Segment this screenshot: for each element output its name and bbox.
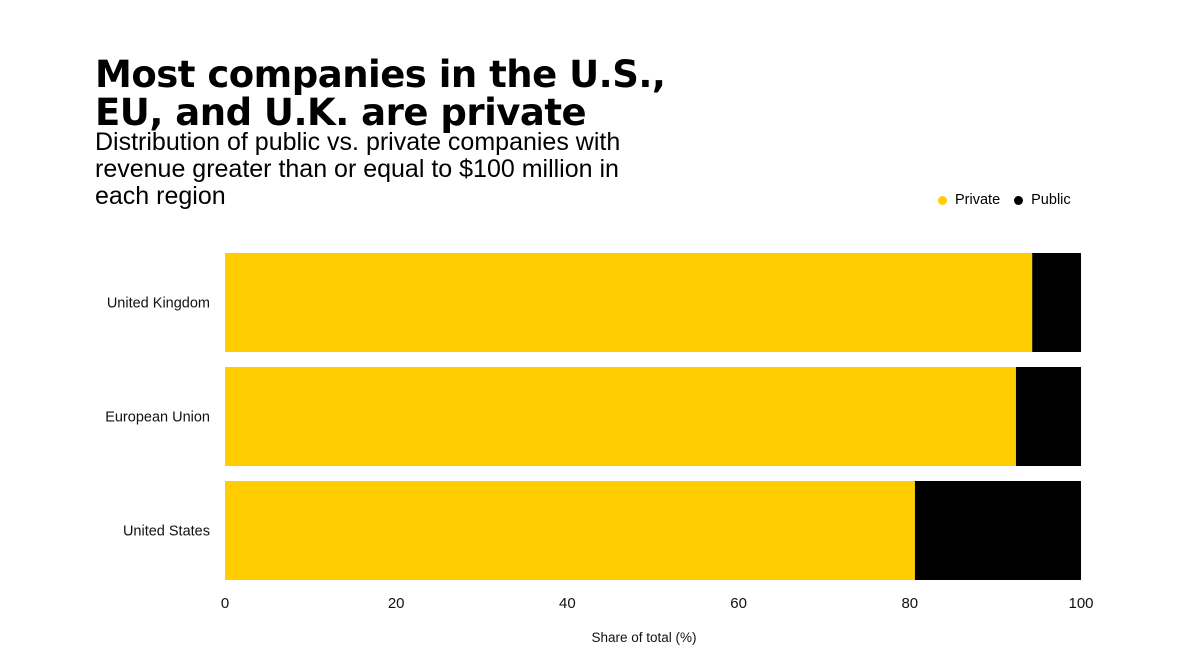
bar-public-european-union <box>1015 367 1081 466</box>
legend-swatch-private <box>938 195 947 205</box>
legend-label-private: Private <box>955 192 1001 208</box>
bar-public-united-states <box>914 481 1081 580</box>
legend-item-private: Private <box>938 192 1000 208</box>
legend-item-public: Public <box>1014 192 1071 208</box>
x-tick-label-100: 100 <box>1068 595 1093 612</box>
legend-label-public: Public <box>1031 192 1071 208</box>
x-tick-label-0: 0 <box>221 595 229 612</box>
legend-swatch-public <box>1014 195 1024 205</box>
category-label-united-kingdom: United Kingdom <box>107 296 210 312</box>
x-tick-label-40: 40 <box>559 595 576 612</box>
bar-private-united-kingdom <box>225 253 1033 352</box>
x-tick-label-20: 20 <box>388 595 405 612</box>
category-label-united-states: United States <box>123 524 210 540</box>
x-tick-label-60: 60 <box>730 595 747 612</box>
bar-public-united-kingdom <box>1032 253 1081 352</box>
chart-subtitle: Distribution of public vs. private compa… <box>95 128 621 210</box>
category-label-european-union: European Union <box>105 410 210 426</box>
bar-private-european-union <box>225 367 1016 466</box>
x-axis-label: Share of total (%) <box>591 630 696 645</box>
chart-title: Most companies in the U.S., EU, and U.K.… <box>95 53 666 134</box>
x-tick-label-80: 80 <box>901 595 918 612</box>
legend: Private Public <box>938 192 1085 208</box>
bar-private-united-states <box>225 481 915 580</box>
